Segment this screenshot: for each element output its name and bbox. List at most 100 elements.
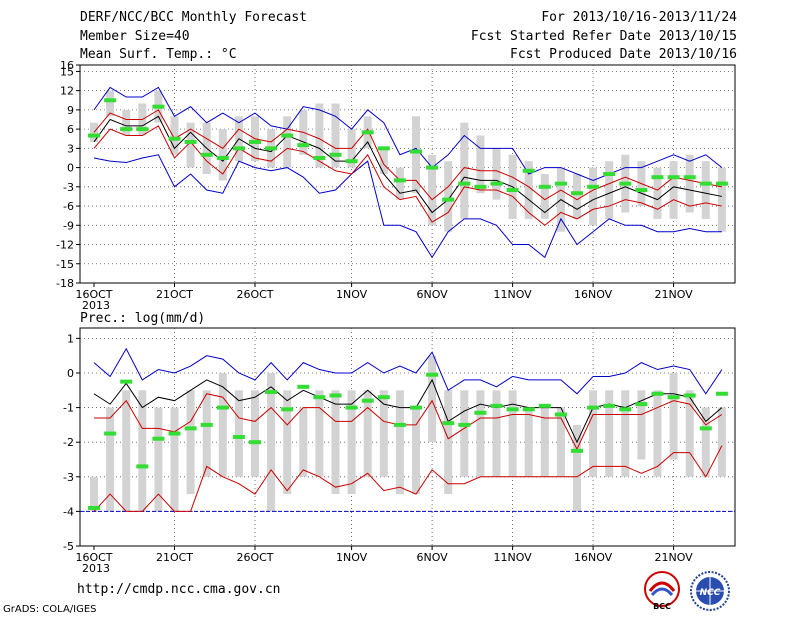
panel1-ensemble-box — [283, 116, 292, 168]
panel2-y-tick-label: -4 — [63, 505, 74, 518]
panel1-blue-line-lower — [93, 154, 722, 259]
panel1-ensemble-box — [379, 148, 388, 174]
panel2-ensemble-box — [90, 476, 98, 512]
panel2-x-tick-label: 1NOV — [336, 551, 368, 564]
panel1-obs-marker — [458, 181, 471, 186]
forecast-period: For 2013/10/16-2013/11/24 — [541, 10, 737, 25]
panel1-plot-frame — [79, 64, 736, 284]
panel1-y-tick-label: 9 — [67, 104, 74, 117]
panel2-obs-marker — [232, 435, 245, 439]
panel1-x-tick-label: 11NOV — [493, 288, 532, 301]
panel2-ensemble-box — [669, 372, 678, 460]
panel2-ensemble-box — [395, 390, 404, 495]
panel1-obs-marker — [506, 188, 519, 193]
panel1-obs-marker — [715, 181, 728, 186]
panel1-ensemble-box — [170, 116, 179, 155]
panel1-y-tick-label: 16 — [60, 59, 74, 72]
grads-credit: GrADS: COLA/IGES — [3, 604, 97, 615]
panel1-ensemble-box — [669, 161, 678, 219]
panel1-obs-marker — [683, 175, 696, 180]
panel1-obs-marker — [571, 191, 583, 196]
panel2-obs-marker — [184, 426, 197, 431]
panel2-ensemble-box — [379, 390, 388, 477]
panel1-obs-marker — [184, 139, 197, 144]
panel2-plot-frame — [79, 327, 736, 547]
panel1-obs-marker — [265, 146, 278, 151]
panel2-ensemble-box — [605, 390, 614, 477]
panel1-obs-marker — [587, 184, 600, 189]
panel1-ensemble-box — [492, 148, 501, 200]
panel1-blue-line-upper — [93, 86, 723, 181]
panel2-ensemble-box — [556, 407, 565, 477]
panel1-obs-marker — [490, 181, 503, 186]
panel2-ensemble-box — [106, 407, 115, 512]
panel1-y-tick-label: -15 — [56, 258, 74, 271]
panel1-ensemble-mean-line — [93, 115, 722, 214]
panel1-obs-marker — [104, 98, 117, 103]
panel2-ensemble-box — [460, 390, 469, 477]
panel2-ensemble-box — [251, 390, 259, 477]
panel2-obs-marker — [619, 407, 632, 412]
panel1-ensemble-box — [653, 167, 662, 219]
panel2-obs-marker — [361, 398, 374, 403]
panel1-ensemble-box — [106, 90, 115, 117]
panel2-ensemble-box — [154, 407, 163, 512]
panel1-y-tick-label: 3 — [67, 142, 74, 155]
panel2-obs-marker — [152, 436, 165, 441]
panel1-ensemble-box — [589, 167, 598, 226]
footer-url[interactable]: http://cmdp.ncc.cma.gov.cn — [77, 582, 281, 597]
panel1-obs-marker — [200, 152, 213, 157]
panel1-obs-marker — [522, 168, 535, 173]
panel2-obs-marker — [651, 391, 664, 396]
panel1-ensemble-box — [573, 174, 581, 219]
panel2-obs-marker — [265, 390, 278, 395]
panel1-y-tick-label: -6 — [63, 200, 74, 213]
panel2-obs-marker — [683, 393, 696, 398]
panel2-ensemble-box — [299, 407, 308, 477]
panel1-red-line-lower — [93, 125, 722, 226]
panel1-y-tick-label: -9 — [63, 219, 74, 232]
panel2-ensemble-box — [186, 390, 195, 495]
panel1-obs-marker — [88, 133, 100, 138]
panel1-obs-marker — [635, 188, 648, 193]
panel1-obs-marker — [699, 181, 712, 186]
panel2-ensemble-box — [653, 390, 662, 477]
panel1-ensemble-box — [186, 122, 195, 168]
panel2-ensemble-box — [331, 390, 340, 495]
panel2-year-label: 2013 — [82, 562, 110, 575]
panel2-ensemble-box — [412, 407, 420, 495]
panel2-ensemble-box — [283, 390, 292, 495]
bcc-logo-text: BCC — [653, 602, 671, 611]
panel2-ensemble-box — [444, 390, 453, 495]
ncc-logo: NCC — [690, 571, 730, 611]
panel1-obs-marker — [474, 184, 487, 189]
panel1-y-tick-label: 15 — [60, 65, 74, 78]
panel1-ensemble-box — [331, 103, 340, 168]
chart-title: DERF/NCC/BCC Monthly Forecast — [80, 10, 307, 25]
panel1-ensemble-box — [540, 174, 549, 219]
panel1-ensemble-box — [218, 129, 227, 181]
panel1-ensemble-box — [428, 154, 437, 226]
panel1-x-tick-label: 21NOV — [654, 288, 693, 301]
panel2-obs-marker — [345, 405, 358, 410]
panel2-ensemble-box — [315, 390, 324, 477]
panel1-obs-marker — [554, 181, 567, 186]
panel2-ensemble-box — [492, 390, 501, 477]
panel1-obs-marker — [603, 172, 616, 176]
panel2-ensemble-box — [524, 407, 533, 477]
bcc-logo: BCC — [644, 571, 680, 611]
panel1-y-tick-label: 0 — [67, 162, 74, 175]
panel1-obs-marker — [442, 197, 455, 202]
panel2-obs-marker — [104, 431, 117, 436]
panel1-ensemble-box — [395, 167, 404, 200]
panel2-ensemble-box — [589, 390, 598, 477]
panel2-obs-marker — [522, 407, 535, 412]
panel1-obs-marker — [361, 130, 374, 135]
panel1-year-label: 2013 — [82, 299, 110, 312]
panel2-obs-marker — [571, 448, 583, 453]
member-size-label: Member Size=40 — [80, 29, 190, 44]
panel2-ensemble-mean-line — [93, 378, 723, 444]
panel2-blue-line-lower — [93, 347, 723, 395]
panel2-ensemble-box — [717, 407, 726, 477]
panel1-ensemble-box — [701, 161, 710, 219]
